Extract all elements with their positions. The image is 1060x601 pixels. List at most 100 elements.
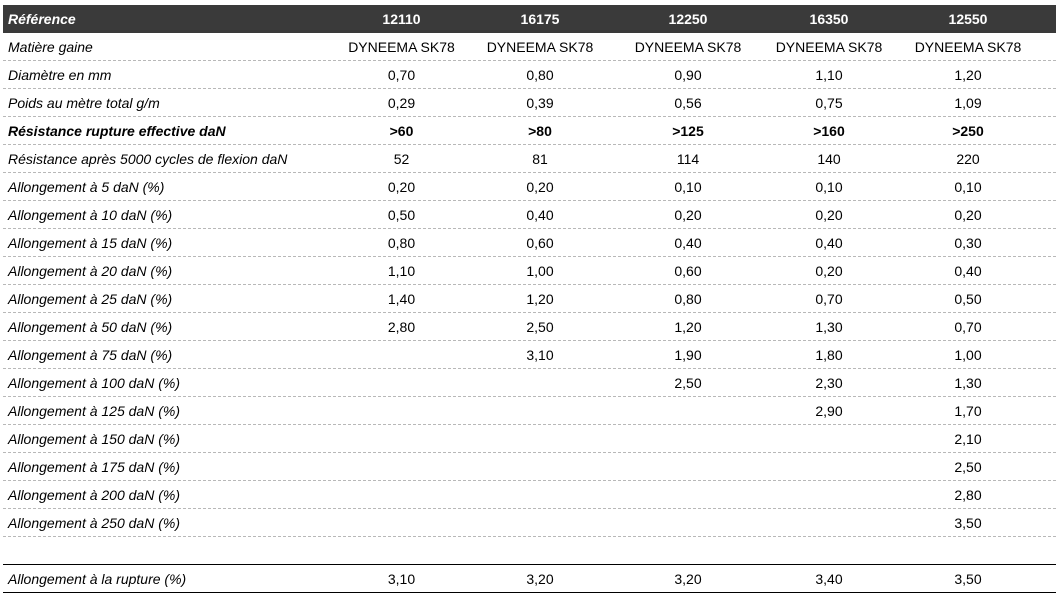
row-label: Allongement à 175 daN (%) [8, 458, 180, 475]
row-value: 0,60 [526, 234, 554, 251]
table-spacer-row [3, 537, 1056, 565]
table-row: Allongement à 25 daN (%) 1,40 1,20 0,80 0,70… [3, 285, 1056, 313]
row-value: 0,20 [815, 262, 843, 279]
row-value: 0,10 [815, 178, 843, 195]
table-row: Allongement à 75 daN (%) 3,10 1,90 1,80 1,00 [3, 341, 1056, 369]
row-value: 0,50 [387, 206, 416, 223]
row-label: Résistance après 5000 cycles de flexion … [8, 150, 288, 167]
row-label: Allongement à la rupture (%) [8, 570, 187, 587]
row-value: 0,29 [387, 94, 416, 111]
row-value: DYNEEMA SK78 [348, 38, 455, 55]
header-ref: 12110 [382, 11, 421, 27]
row-value: 0,56 [674, 94, 702, 111]
row-label: Allongement à 20 daN (%) [8, 262, 173, 279]
row-value: >160 [813, 122, 845, 139]
table-row: Allongement à 15 daN (%) 0,80 0,60 0,40 0,40… [3, 229, 1056, 257]
row-label: Allongement à 5 daN (%) [8, 178, 165, 195]
row-label: Allongement à 100 daN (%) [8, 374, 180, 391]
table-body: Matière gaine DYNEEMA SK78 DYNEEMA SK78 DYN… [3, 33, 1056, 537]
table-row: Allongement à 150 daN (%) 2,10 [3, 425, 1056, 453]
row-value: 1,10 [387, 262, 416, 279]
row-value: 0,20 [674, 206, 702, 223]
row-label: Allongement à 15 daN (%) [8, 234, 173, 251]
row-value: >80 [528, 122, 552, 139]
row-label: Allongement à 200 daN (%) [8, 486, 180, 503]
row-value: 0,80 [674, 290, 702, 307]
row-value: 0,80 [526, 66, 554, 83]
table-row: Résistance après 5000 cycles de flexion … [3, 145, 1056, 173]
header-ref: 16175 [520, 11, 560, 27]
row-label: Allongement à 75 daN (%) [8, 346, 173, 363]
table-row: Allongement à 125 daN (%) 2,90 1,70 [3, 397, 1056, 425]
row-value: 0,40 [815, 234, 843, 251]
row-label: Allongement à 25 daN (%) [8, 290, 173, 307]
row-label: Poids au mètre total g/m [8, 94, 160, 111]
row-label: Allongement à 10 daN (%) [8, 206, 173, 223]
row-value: 1,09 [954, 94, 982, 111]
row-value: 3,10 [526, 346, 554, 363]
final-row: Allongement à la rupture (%) 3,10 3,20 3… [3, 565, 1056, 593]
row-value: 2,50 [674, 374, 702, 391]
table-row: Poids au mètre total g/m 0,29 0,39 0,56 0,75… [3, 89, 1056, 117]
row-value: 0,40 [526, 206, 554, 223]
row-value: 2,80 [954, 486, 982, 503]
row-value: 1,20 [954, 66, 982, 83]
table-row: Allongement à 250 daN (%) 3,50 [3, 509, 1056, 537]
table-row: Matière gaine DYNEEMA SK78 DYNEEMA SK78 DYN… [3, 33, 1056, 61]
table-row: Résistance rupture effective daN >60 >80 >1… [3, 117, 1056, 145]
table-row: Allongement à 5 daN (%) 0,20 0,20 0,10 0,10 0… [3, 173, 1056, 201]
row-value: 0,10 [674, 178, 702, 195]
row-value: 1,20 [526, 290, 554, 307]
row-value: DYNEEMA SK78 [486, 38, 594, 55]
row-value: 1,00 [954, 346, 982, 363]
row-value: 0,70 [954, 318, 982, 335]
table-row: Allongement à 20 daN (%) 1,10 1,00 0,60 0,20… [3, 257, 1056, 285]
row-value: 0,40 [954, 262, 982, 279]
row-value: 1,90 [674, 346, 702, 363]
row-value: 0,50 [954, 290, 982, 307]
row-value: 0,60 [674, 262, 702, 279]
row-value: 140 [817, 150, 841, 167]
row-value: 2,80 [387, 318, 416, 335]
row-value: 1,70 [954, 402, 982, 419]
table-row: Allongement à 10 daN (%) 0,50 0,40 0,20 0,20… [3, 201, 1056, 229]
header-ref: 12550 [948, 11, 988, 27]
row-value: 0,80 [387, 234, 416, 251]
header-ref: 12250 [668, 11, 708, 27]
row-value: 0,75 [815, 94, 843, 111]
row-label: Résistance rupture effective daN [8, 122, 226, 139]
row-value: 220 [956, 150, 980, 167]
row-value: 3,50 [954, 570, 982, 587]
row-value: DYNEEMA SK78 [634, 38, 742, 55]
row-value: 0,20 [954, 206, 982, 223]
row-label: Matière gaine [8, 38, 93, 55]
row-value: >250 [952, 122, 984, 139]
table-row: Allongement à 100 daN (%) 2,50 2,30 1,30 [3, 369, 1056, 397]
row-value: 3,50 [954, 514, 982, 531]
row-value: 81 [532, 150, 548, 167]
row-value: 3,20 [526, 570, 554, 587]
header-ref: 16350 [809, 11, 849, 27]
table-row: Allongement à 200 daN (%) 2,80 [3, 481, 1056, 509]
row-value: 0,20 [387, 178, 416, 195]
row-value: 0,39 [526, 94, 554, 111]
row-value: 1,40 [387, 290, 416, 307]
row-value: 1,30 [954, 374, 982, 391]
row-value: 2,50 [954, 458, 982, 475]
row-value: 0,40 [674, 234, 702, 251]
row-value: 2,50 [526, 318, 554, 335]
row-value: 2,30 [815, 374, 843, 391]
row-value: 0,10 [954, 178, 982, 195]
row-value: 3,20 [674, 570, 702, 587]
table-row: Diamètre en mm 0,70 0,80 0,90 1,10 1,20 [3, 61, 1056, 89]
row-value: 0,30 [954, 234, 982, 251]
row-label: Allongement à 125 daN (%) [8, 402, 180, 419]
row-value: 114 [676, 150, 700, 167]
row-label: Allongement à 250 daN (%) [8, 514, 180, 531]
row-value: 1,20 [674, 318, 702, 335]
table-row: Allongement à 175 daN (%) 2,50 [3, 453, 1056, 481]
row-value: 0,70 [387, 66, 416, 83]
row-value: 1,00 [526, 262, 554, 279]
row-value: 52 [393, 150, 410, 167]
header-label: Référence [8, 11, 76, 27]
